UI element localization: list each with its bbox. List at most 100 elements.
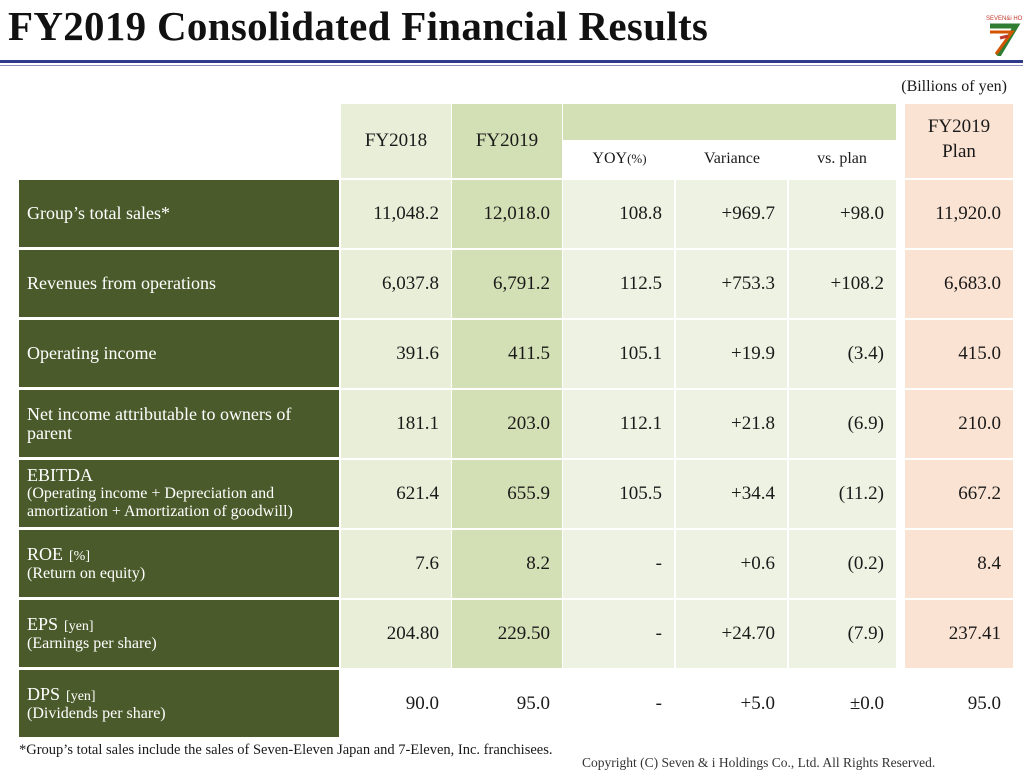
row-label: Group’s total sales* (19, 180, 339, 247)
cell-fy2019: 6,791.2 (493, 272, 550, 294)
row-label-main: DPS [yen] (27, 683, 339, 705)
row-label-main: Net income attributable to owners of par… (27, 403, 339, 443)
row-separator (19, 178, 1013, 180)
copyright: Copyright (C) Seven & i Holdings Co., Lt… (582, 755, 936, 770)
cell-yoy: 108.8 (619, 202, 662, 224)
cell-variance: +34.4 (731, 482, 775, 504)
row-label-sub: (Return on equity) (27, 564, 146, 582)
row-label-text: Operating income (27, 343, 157, 364)
cell-fy2018: 204.80 (386, 622, 439, 644)
row-label-main: EBITDA (27, 466, 339, 485)
cell-variance: +19.9 (731, 342, 775, 364)
cell-fy2018: 621.4 (396, 482, 439, 504)
fy2019-column-bg (452, 104, 562, 669)
row-label-sub: (Operating income + Depreciation and amo… (27, 485, 293, 520)
row-label-text: ROE (27, 543, 63, 564)
cell-yoy: - (655, 692, 662, 714)
cell-variance: +969.7 (721, 202, 775, 224)
row-label-unit: [yen] (64, 618, 94, 634)
header-yoy: YOY (%) (565, 142, 674, 176)
cell-vs-plan: (6.9) (847, 412, 884, 434)
cell-fy2018: 391.6 (396, 342, 439, 364)
row-label-sub: (Earnings per share) (27, 634, 157, 652)
cell-fy2018: 7.6 (415, 552, 439, 574)
cell-variance: +5.0 (740, 692, 775, 714)
unit-note: (Billions of yen) (901, 78, 1007, 95)
header-fy2018: FY2018 (364, 130, 428, 151)
cell-plan: 8.4 (977, 552, 1001, 574)
row-label-main: ROE [%] (27, 543, 339, 565)
row-label-main: Operating income (27, 344, 339, 363)
cell-plan: 6,683.0 (944, 272, 1001, 294)
title-rule-thin (0, 65, 1023, 66)
cell-fy2018: 90.0 (405, 692, 439, 714)
cell-yoy: 112.5 (619, 272, 662, 294)
row-label-text: EBITDA (27, 465, 93, 486)
svg-text:SEVEN&i HOLD: SEVEN&i HOLD (986, 16, 1022, 22)
cell-variance: +24.70 (721, 622, 775, 644)
cell-plan: 210.0 (958, 412, 1001, 434)
cell-plan: 237.41 (948, 622, 1001, 644)
row-label: Operating income (19, 320, 339, 387)
column-separator (674, 140, 676, 670)
cell-plan: 415.0 (958, 342, 1001, 364)
cell-fy2019: 12,018.0 (483, 202, 551, 224)
cell-fy2019: 203.0 (507, 412, 550, 434)
cell-fy2019: 655.9 (507, 482, 550, 504)
comparison-header-bg (563, 104, 896, 140)
cell-vs-plan: ±0.0 (849, 692, 884, 714)
cell-fy2019: 229.50 (497, 622, 550, 644)
cell-variance: +21.8 (731, 412, 775, 434)
cell-vs-plan: (0.2) (847, 552, 884, 574)
header-fy2019: FY2019 (475, 130, 539, 151)
cell-yoy: 105.5 (619, 482, 662, 504)
row-label-main: Revenues from operations (27, 274, 339, 293)
row-label: EPS [yen] (Earnings per share) (19, 600, 339, 667)
cell-plan: 667.2 (958, 482, 1001, 504)
cell-fy2019: 95.0 (516, 692, 550, 714)
row-label-sub: (Dividends per share) (27, 704, 166, 722)
cell-vs-plan: (7.9) (847, 622, 884, 644)
comparison-column-bg (563, 178, 896, 669)
cell-fy2019: 411.5 (507, 342, 550, 364)
row-separator (19, 668, 1013, 670)
page-title: FY2019 Consolidated Financial Results (8, 3, 709, 49)
row-label: EBITDA (Operating income + Depreciation a… (19, 460, 339, 527)
row-separator (19, 318, 1013, 320)
header-plan-line1: FY2019 (927, 116, 991, 138)
row-label-text: EPS (27, 613, 59, 634)
cell-vs-plan: (11.2) (838, 482, 884, 504)
row-label: ROE [%] (Return on equity) (19, 530, 339, 597)
row-separator (19, 388, 1013, 390)
row-separator (19, 248, 1013, 250)
row-label-text: DPS (27, 683, 61, 704)
cell-variance: +0.6 (740, 552, 775, 574)
row-label-unit: [%] (69, 548, 90, 564)
header-yoy-label: YOY (592, 150, 628, 167)
header-yoy-unit: (%) (627, 151, 647, 166)
cell-plan: 95.0 (967, 692, 1001, 714)
cell-yoy: - (655, 552, 662, 574)
row-label-text: Revenues from operations (27, 273, 216, 294)
cell-variance: +753.3 (721, 272, 775, 294)
header-variance: Variance (677, 142, 787, 176)
seven-i-logo: SEVEN&i HOLD (986, 16, 1022, 56)
cell-fy2018: 6,037.8 (382, 272, 439, 294)
row-label-text: Group’s total sales* (27, 203, 170, 224)
cell-yoy: - (655, 622, 662, 644)
cell-plan: 11,920.0 (935, 202, 1001, 224)
title-rule (0, 60, 1023, 63)
fy2018-column-bg (341, 104, 451, 669)
cell-fy2018: 11,048.2 (373, 202, 439, 224)
cell-vs-plan: +108.2 (830, 272, 884, 294)
row-separator (19, 458, 1013, 460)
row-label-text: Net income attributable to owners of par… (27, 403, 292, 443)
header-vs-plan: vs. plan (790, 142, 894, 176)
footnote: *Group’s total sales include the sales o… (19, 742, 553, 758)
row-label: Revenues from operations (19, 250, 339, 317)
cell-fy2018: 181.1 (396, 412, 439, 434)
row-separator (19, 598, 1013, 600)
header-plan: FY2019 Plan (905, 110, 1013, 170)
cell-fy2019: 8.2 (526, 552, 550, 574)
cell-yoy: 105.1 (619, 342, 662, 364)
